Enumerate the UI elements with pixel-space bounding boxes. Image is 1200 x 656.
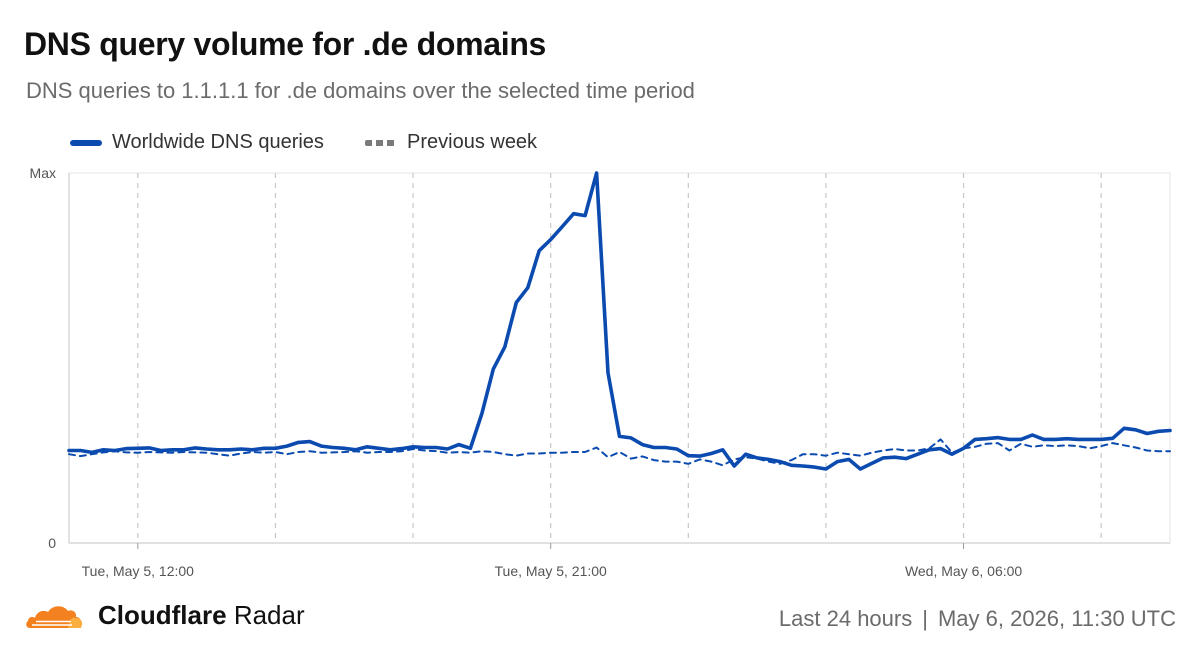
legend-item-previous-week[interactable]: Previous week	[365, 131, 537, 154]
brand-name: Cloudflare Radar	[98, 600, 305, 630]
x-tick-label-0: Tue, May 5, 12:00	[82, 563, 195, 579]
legend-label-worldwide: Worldwide DNS queries	[112, 131, 324, 153]
axis-layer: Max 0 Tue, May 5, 12:00 Tue, May 5, 21:00 We…	[30, 165, 1170, 579]
plot-frame	[68, 172, 1171, 544]
footer-timestamp: Last 24 hours | May 6, 2026, 11:30 UTC	[779, 606, 1176, 632]
chart-subtitle: DNS queries to 1.1.1.1 for .de domains o…	[26, 78, 695, 103]
legend-swatch-solid-icon	[70, 139, 102, 146]
legend-swatch-dashed-icon	[365, 139, 397, 146]
y-tick-label-0: Max	[30, 165, 56, 181]
series-line-previous-week	[68, 438, 1171, 467]
time-range-label: Last 24 hours	[778, 606, 913, 631]
grid-layer	[68, 172, 1171, 544]
x-tick-label-1: Tue, May 5, 21:00	[495, 563, 608, 579]
x-tick-label-2: Wed, May 6, 06:00	[905, 563, 1022, 579]
footer-separator: |	[922, 606, 928, 631]
series-line-worldwide	[67, 171, 1172, 471]
cloudflare-cloud-icon	[26, 605, 83, 628]
legend-label-previous-week: Previous week	[407, 131, 538, 153]
series-layer	[67, 171, 1172, 471]
line-chart: Max 0 Tue, May 5, 12:00 Tue, May 5, 21:00 We…	[30, 165, 1172, 579]
y-tick-label-1: 0	[48, 535, 56, 551]
cloudflare-radar-logo: Cloudflare Radar	[24, 600, 305, 631]
chart-title: DNS query volume for .de domains	[24, 26, 547, 62]
legend-item-worldwide[interactable]: Worldwide DNS queries	[70, 131, 324, 154]
timestamp-label: May 6, 2026, 11:30 UTC	[937, 606, 1176, 631]
